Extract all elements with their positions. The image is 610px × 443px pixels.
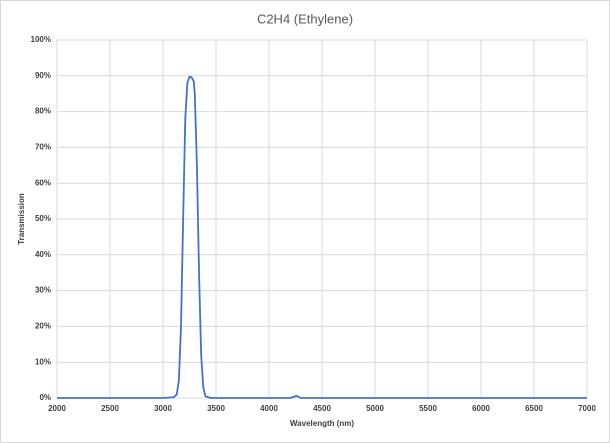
y-tick-label: 70%	[35, 143, 51, 152]
y-tick-label: 80%	[35, 107, 51, 116]
x-tick-label: 4000	[260, 404, 278, 413]
y-axis-title: Transmission	[17, 193, 26, 245]
y-tick-label: 100%	[31, 35, 51, 44]
x-tick-label: 7000	[578, 404, 596, 413]
x-tick-label: 3500	[207, 404, 225, 413]
x-tick-label: 6500	[525, 404, 543, 413]
y-tick-label: 60%	[35, 178, 51, 187]
x-tick-label: 2500	[101, 404, 119, 413]
x-tick-label: 5000	[366, 404, 384, 413]
x-tick-label: 2000	[48, 404, 66, 413]
y-tick-label: 90%	[35, 71, 51, 80]
y-tick-label: 0%	[39, 393, 51, 402]
y-tick-label: 10%	[35, 357, 51, 366]
y-tick-label: 40%	[35, 250, 51, 259]
data-line	[57, 75, 587, 399]
y-tick-label: 50%	[35, 214, 51, 223]
chart-title: C2H4 (Ethylene)	[257, 11, 353, 26]
y-tick-label: 30%	[35, 286, 51, 295]
x-tick-label: 3000	[154, 404, 172, 413]
x-tick-label: 6000	[472, 404, 490, 413]
y-tick-label: 20%	[35, 322, 51, 331]
x-tick-label: 5500	[419, 404, 437, 413]
x-axis-title: Wavelength (nm)	[290, 419, 354, 428]
x-tick-label: 4500	[313, 404, 331, 413]
